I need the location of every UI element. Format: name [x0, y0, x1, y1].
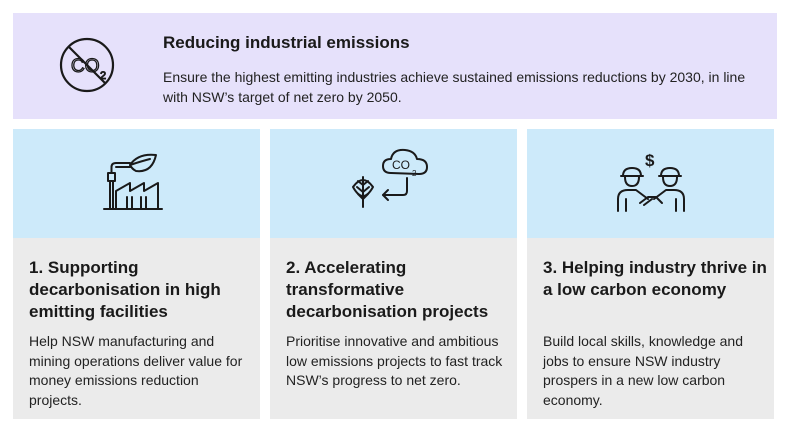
card-accelerating-projects: CO 2 2. Accelerating transformative deca…	[270, 129, 517, 419]
card-helping-industry: $ 3. Helping industry thrive in a low ca…	[527, 129, 774, 419]
card-title: 2. Accelerating transformative decarboni…	[286, 258, 489, 321]
leaf-co2-cycle-icon: CO 2	[351, 147, 431, 221]
card-body: Prioritise innovative and ambitious low …	[286, 333, 503, 388]
card-title: 1. Supporting decarbonisation in high em…	[29, 258, 221, 321]
banner-description: Ensure the highest emitting industries a…	[163, 69, 746, 105]
svg-text:2: 2	[412, 169, 417, 178]
svg-text:2: 2	[100, 70, 106, 82]
factory-leaf-icon	[100, 147, 174, 221]
svg-text:CO: CO	[71, 56, 100, 77]
card-icon-panel	[13, 129, 260, 238]
intro-banner: CO 2 Reducing industrial emissions Ensur…	[13, 13, 777, 119]
card-title: 3. Helping industry thrive in a low carb…	[543, 258, 767, 299]
card-body: Help NSW manufacturing and mining operat…	[29, 333, 243, 408]
card-supporting-decarbonisation: 1. Supporting decarbonisation in high em…	[13, 129, 260, 419]
card-icon-panel: CO 2	[270, 129, 517, 238]
svg-text:$: $	[645, 151, 655, 170]
co2-crossed-icon: CO 2	[57, 35, 117, 95]
svg-text:CO: CO	[392, 158, 410, 172]
card-icon-panel: $	[527, 129, 774, 238]
card-body: Build local skills, knowledge and jobs t…	[543, 333, 743, 408]
banner-title: Reducing industrial emissions	[163, 33, 410, 52]
handshake-dollar-icon: $	[614, 147, 688, 221]
